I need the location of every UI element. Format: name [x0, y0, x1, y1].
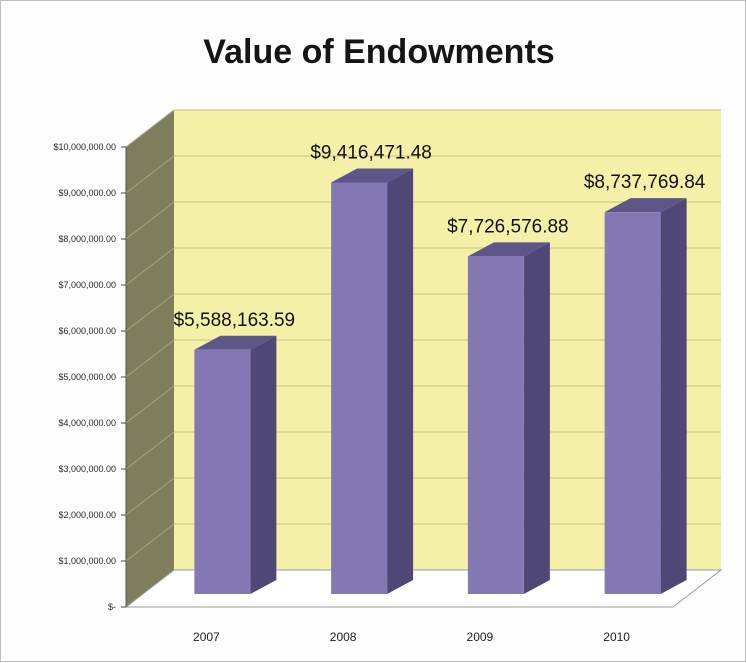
bars [194, 168, 687, 595]
x-axis: 2007 2008 2009 2010 [193, 630, 630, 644]
y-tick-label: $4,000,000.00 [58, 418, 116, 428]
bar-top [194, 335, 277, 350]
bar-top [467, 242, 550, 257]
bar-top [604, 198, 687, 213]
data-label: $5,588,163.59 [174, 310, 296, 331]
y-tick-label: $5,000,000.00 [58, 372, 116, 382]
bar-side [387, 168, 414, 595]
gridline-side [125, 201, 175, 240]
bar-side [250, 335, 277, 594]
bar [331, 168, 414, 595]
bar-top [331, 168, 414, 183]
y-tick-label: $10,000,000.00 [53, 142, 116, 152]
bar-side [660, 198, 687, 594]
y-tick-label: $7,000,000.00 [58, 280, 116, 290]
y-tick-label: $6,000,000.00 [58, 326, 116, 336]
data-label: $7,726,576.88 [447, 216, 569, 237]
y-tick-label: $8,000,000.00 [58, 234, 116, 244]
x-tick-label: 2010 [603, 630, 630, 644]
y-tick-label: $9,000,000.00 [58, 188, 116, 198]
x-tick-label: 2007 [193, 630, 220, 644]
bar-front [194, 349, 251, 594]
y-tick-label: $- [108, 602, 116, 612]
gridline-side [125, 155, 175, 194]
gridline-side [125, 477, 175, 516]
bar [467, 242, 550, 595]
bar [194, 335, 277, 594]
bar-front [467, 256, 524, 594]
y-axis: $- $1,000,000.00 $2,000,000.00 $3,000,000.0… [53, 142, 127, 612]
gridline-side [125, 109, 175, 148]
y-tick-label: $3,000,000.00 [58, 464, 116, 474]
gridline-side [125, 293, 175, 332]
gridline-side [125, 247, 175, 286]
y-tick-label: $1,000,000.00 [58, 556, 116, 566]
gridline-side [125, 385, 175, 424]
bar-front [331, 182, 388, 595]
data-label: $9,416,471.48 [310, 143, 432, 164]
chart-title: Value of Endowments [203, 33, 554, 71]
bar-front [604, 212, 661, 594]
data-label: $8,737,769.84 [584, 172, 706, 193]
bar-side [523, 242, 550, 595]
x-tick-label: 2009 [467, 630, 494, 644]
gridline-side [125, 339, 175, 378]
data-labels: $5,588,163.59 $9,416,471.48 $7,726,576.88 $… [174, 143, 706, 331]
gridline-side [125, 431, 175, 470]
gridline-side [125, 523, 175, 562]
y-tick-label: $2,000,000.00 [58, 510, 116, 520]
bar [604, 198, 687, 594]
x-tick-label: 2008 [330, 630, 357, 644]
